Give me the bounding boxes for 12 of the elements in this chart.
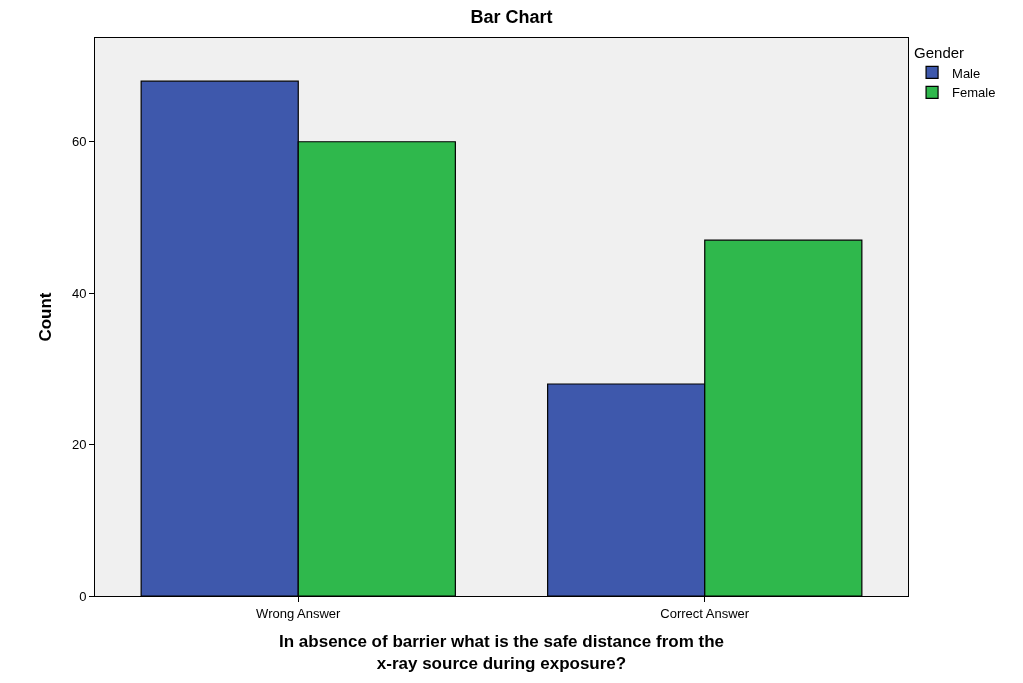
y-tick-label: 60 [71,134,87,150]
x-axis-title: In absence of barrier what is the safe distance from the x-ray source during exposure? [279,632,724,674]
y-tick-label: 20 [71,437,87,453]
y-tick-label: 40 [71,285,87,301]
y-tick-label: 0 [79,588,87,604]
y-axis-title: Count [36,292,56,342]
x-tick-label: Correct Answer [660,605,750,621]
chart-title: Bar Chart [470,6,553,27]
legend-label: Female [952,85,996,101]
legend-label: Male [952,65,981,81]
legend-title: Gender [914,43,965,61]
x-tick-label: Wrong Answer [256,605,342,621]
